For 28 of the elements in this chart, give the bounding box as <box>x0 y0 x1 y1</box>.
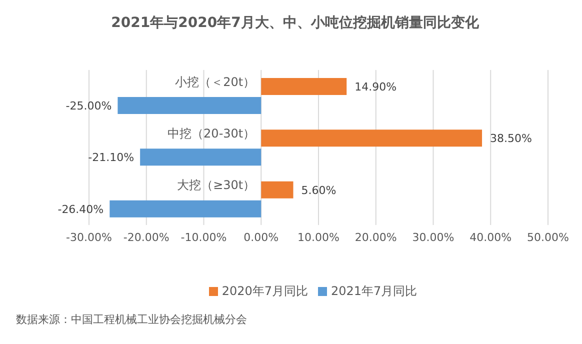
bar <box>118 97 262 114</box>
x-tick-label: -30.00% <box>66 230 112 244</box>
x-tick-label: -10.00% <box>180 230 227 244</box>
y-tick-label: 大挖（≥30t） <box>177 178 256 192</box>
data-label: -25.00% <box>66 100 112 112</box>
y-tick-label: 中挖（20-30t） <box>168 126 256 140</box>
data-label: -21.10% <box>88 151 134 164</box>
bar <box>110 200 262 218</box>
data-label: 14.90% <box>354 80 397 94</box>
y-tick-label: 小挖（＜20t） <box>175 74 256 89</box>
chart-title: 2021年与2020年7月大、中、小吨位挖掘机销量同比变化 <box>110 14 480 32</box>
x-tick-label: 40.00% <box>470 230 512 244</box>
bar <box>261 130 482 147</box>
x-tick-label: 20.00% <box>354 230 397 244</box>
data-label: 5.60% <box>301 184 336 197</box>
x-tick-label: -20.00% <box>123 230 170 244</box>
x-tick-label: 30.00% <box>412 230 454 244</box>
data-label: 38.50% <box>490 132 532 146</box>
data-label: -26.40% <box>58 202 104 216</box>
bar <box>140 148 262 166</box>
bar <box>261 181 294 198</box>
x-tick-label: 50.00% <box>527 230 569 244</box>
bar <box>261 78 347 95</box>
x-tick-label: 10.00% <box>298 230 340 244</box>
legend-label: 2021年7月同比 <box>331 284 418 298</box>
x-tick-label: 0.00% <box>244 230 279 244</box>
legend-label: 2020年7月同比 <box>222 284 308 298</box>
source-note: 数据来源：中国工程机械工业协会挖掘机械分会 <box>16 312 247 327</box>
